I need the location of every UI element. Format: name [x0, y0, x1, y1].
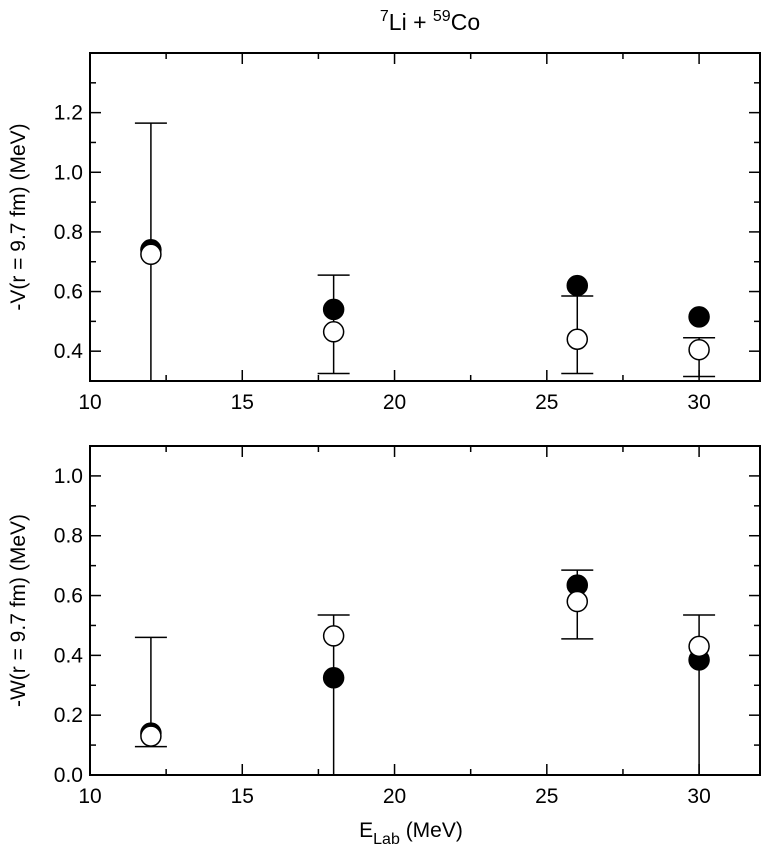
data-layer: [134, 569, 716, 775]
y-tick-label: 0.6: [54, 281, 83, 304]
y-axis-label: -V(r = 9.7 fm) (MeV): [7, 123, 30, 310]
x-axis-label-main: E: [359, 819, 373, 842]
open-point: [140, 243, 162, 266]
x-tick-label: 10: [78, 785, 101, 808]
open-point: [688, 635, 710, 658]
top-panel: 10 15 20 25 30 0.4 0.6 0.8 1.0 1.2 -V(r = 9.7 fm) …: [7, 52, 761, 414]
x-tick-label: 25: [535, 391, 558, 414]
y-tick-label: 1.0: [54, 465, 83, 488]
x-tick-label: 25: [535, 785, 558, 808]
y-tick-label: 1.2: [54, 102, 83, 125]
open-point: [322, 625, 345, 647]
y-tick-label: 1.0: [54, 161, 83, 184]
title-superscript-a: 7: [380, 8, 389, 25]
filled-point: [688, 306, 710, 328]
open-point: [322, 321, 345, 343]
x-tick-label: 20: [383, 391, 406, 414]
plot-frame: [89, 445, 761, 776]
chart-title: 7Li + 59Co: [380, 8, 480, 35]
x-tick-label: 10: [78, 391, 101, 414]
y-axis-label: -W(r = 9.7 fm) (MeV): [7, 514, 30, 707]
y-tick-label: 0.0: [54, 764, 83, 787]
x-axis-label-subscript: Lab: [373, 831, 400, 848]
open-point: [140, 725, 162, 747]
bottom-panel: 10 15 20 25 30 0.0 0.2 0.4 0.6 0.8 1.0 -W(r = 9.7 f…: [7, 445, 761, 848]
y-tick-label: 0.4: [54, 644, 84, 667]
x-tick-label: 15: [231, 391, 254, 414]
y-tick-label: 0.2: [54, 704, 83, 727]
data-layer: [134, 122, 716, 381]
plot-frame: [89, 52, 761, 382]
x-axis-label: ELab (MeV): [359, 819, 463, 848]
x-axis-label-unit: (MeV): [400, 819, 463, 842]
title-text-a: Li +: [389, 9, 433, 35]
open-point: [566, 590, 589, 613]
open-point: [688, 338, 710, 361]
y-tick-label: 0.4: [54, 340, 84, 363]
title-text-b: Co: [451, 9, 480, 35]
x-tick-label: 15: [231, 785, 254, 808]
filled-point: [566, 274, 589, 297]
x-tick-label: 30: [687, 785, 710, 808]
open-point: [566, 328, 589, 351]
title-superscript-b: 59: [433, 8, 451, 25]
y-tick-label: 0.8: [54, 221, 83, 244]
y-tick-label: 0.8: [54, 525, 83, 548]
y-tick-label: 0.6: [54, 585, 83, 608]
x-tick-label: 20: [383, 785, 406, 808]
x-tick-label: 30: [687, 391, 710, 414]
